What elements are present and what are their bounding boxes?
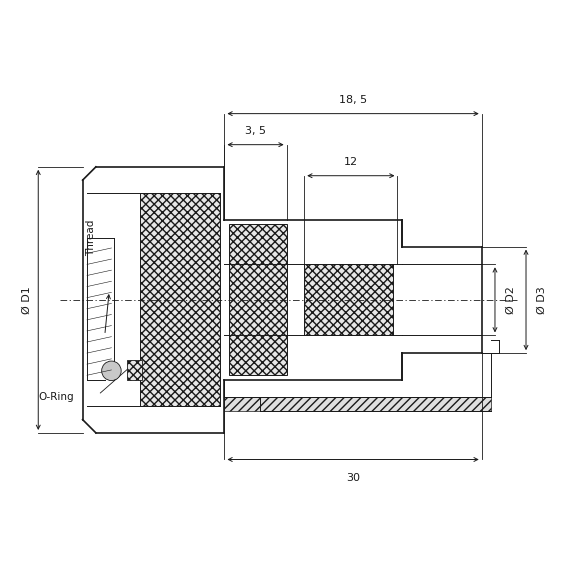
Bar <box>225 398 491 411</box>
Text: Ø D3: Ø D3 <box>537 286 547 314</box>
Bar <box>229 225 286 375</box>
Text: 3, 5: 3, 5 <box>245 126 266 136</box>
Bar <box>304 264 393 335</box>
Bar <box>225 220 402 379</box>
Text: O-Ring: O-Ring <box>38 392 74 402</box>
Text: Ø D2: Ø D2 <box>506 286 516 314</box>
Text: Thread: Thread <box>87 219 97 255</box>
Circle shape <box>102 361 121 381</box>
Text: 18, 5: 18, 5 <box>339 95 367 105</box>
Bar <box>140 193 220 406</box>
Text: 30: 30 <box>346 473 360 483</box>
Bar <box>402 247 482 353</box>
Text: 12: 12 <box>344 157 358 167</box>
Text: Ø D1: Ø D1 <box>22 286 32 314</box>
Bar <box>127 360 143 379</box>
Bar <box>83 167 225 433</box>
